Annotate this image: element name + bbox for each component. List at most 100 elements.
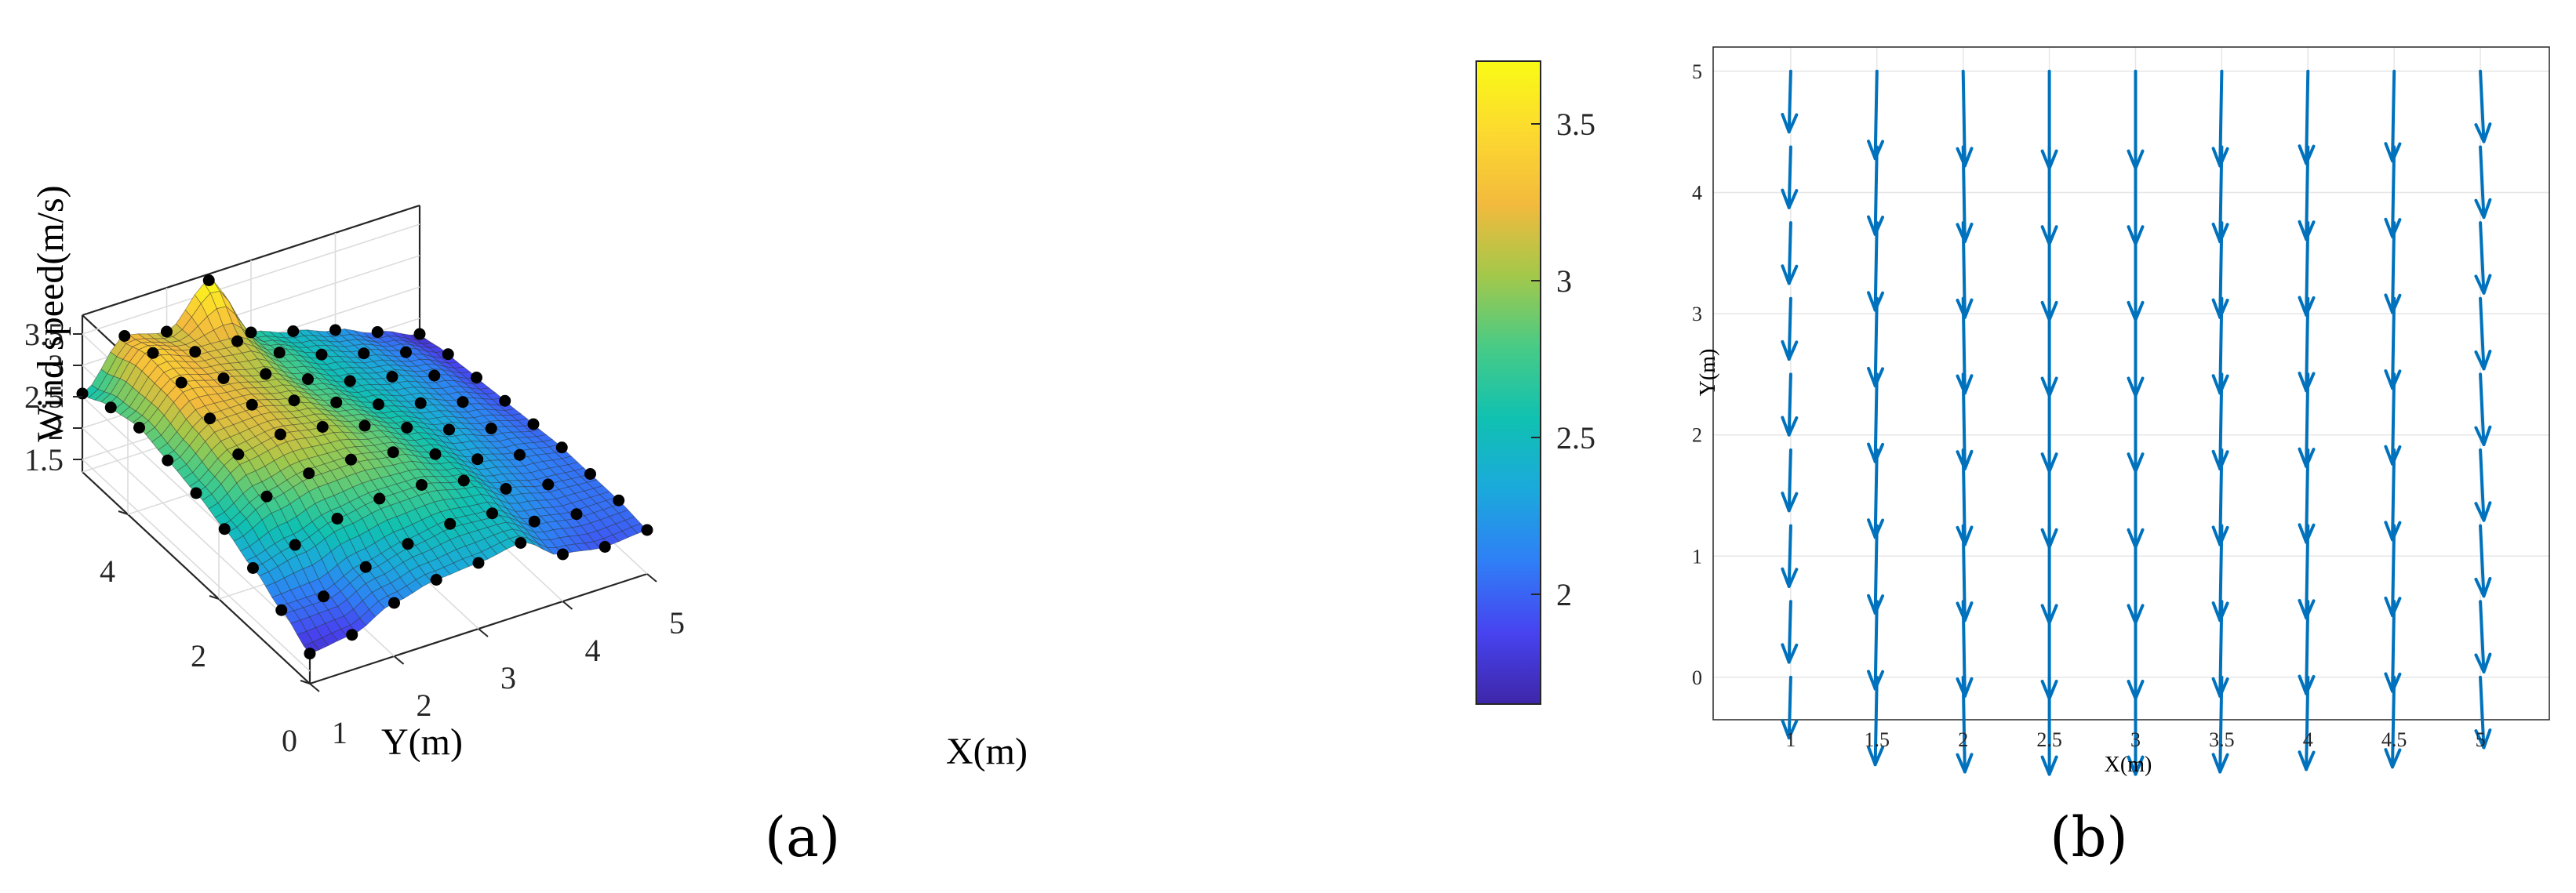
quiver-arrow-head [2211, 298, 2229, 319]
sample-points [76, 274, 653, 660]
quiver-arrow-shaft [2390, 524, 2396, 618]
quiver-arrow-head [2211, 525, 2229, 546]
quiver-arrow-head [2474, 576, 2492, 598]
quiver-arrow-shaft [2390, 448, 2396, 542]
sample-point [329, 324, 341, 336]
y-tick-label: 2 [191, 638, 206, 673]
quiver-arrow-shaft [1787, 145, 1792, 209]
quiver-x-tick-label: 2.5 [2036, 728, 2062, 751]
sample-point [599, 541, 611, 553]
quiver-arrow-shaft [2479, 675, 2486, 750]
quiver-arrow-head [1867, 291, 1885, 312]
quiver-arrow-head [2298, 296, 2316, 317]
sample-point [204, 412, 216, 425]
quiver-arrow-head [2298, 144, 2316, 165]
quiver-arrow-head [2211, 601, 2229, 623]
quiver-arrow-shaft [1787, 69, 1792, 134]
z-tick-label: 2 [48, 411, 64, 446]
quiver-arrow-shaft [2390, 69, 2396, 163]
sample-point [104, 401, 117, 414]
quiver-arrow-head [2298, 598, 2316, 620]
quiver-arrow-shaft [1873, 372, 1879, 463]
quiver-arrow-head [1781, 567, 1799, 588]
quiver-arrow-head [2384, 217, 2402, 238]
quiver-arrow-shaft [2390, 296, 2396, 390]
quiver-arrow-head [2474, 425, 2492, 447]
sample-point [373, 398, 384, 411]
quiver-x-tick-label: 3 [2130, 728, 2141, 751]
quiver-arrow-head [2211, 449, 2229, 470]
quiver-arrow-head [2474, 728, 2492, 750]
x-tick-label: 3 [500, 660, 516, 695]
colorbar: 2 2.5 3 3.5 [1475, 60, 1595, 705]
surface-cell [599, 491, 617, 501]
sample-point [275, 428, 286, 441]
quiver-arrow-head [2127, 528, 2145, 549]
quiver-y-tick-label: 0 [1692, 666, 1702, 689]
quiver-arrow-head [2211, 222, 2229, 244]
y-tick-label: 4 [100, 554, 115, 589]
quiver-arrow-head [1781, 188, 1799, 209]
sample-point [231, 335, 243, 347]
sample-point [359, 561, 372, 573]
quiver-x-tick-label: 3.5 [2209, 728, 2235, 751]
quiver-arrow-shaft [1873, 524, 1879, 615]
sample-point [358, 347, 370, 360]
quiver-arrow-head [1781, 643, 1799, 664]
surface-cell [421, 343, 440, 349]
quiver-arrow-head [1867, 746, 1885, 767]
sample-point [260, 368, 272, 380]
colorbar-gradient [1475, 60, 1541, 705]
sample-point [457, 474, 470, 487]
quiver-arrow-head [2040, 755, 2058, 776]
sample-point [289, 539, 301, 551]
quiver-arrow-head [1781, 339, 1799, 361]
y-axis-label: Y(m) [381, 721, 463, 763]
quiver-arrow-shaft [1873, 221, 1879, 312]
sample-point [443, 423, 455, 436]
quiver-axes-box [1712, 46, 2550, 721]
quiver-arrow-shaft [2479, 145, 2486, 220]
sample-point [76, 387, 89, 400]
quiver-arrow-head [2384, 521, 2402, 542]
quiver-arrow-head [1956, 222, 1974, 244]
quiver-arrow-head [2474, 122, 2492, 143]
sample-point [442, 348, 454, 361]
sample-point [162, 454, 174, 466]
x-tick-label: 5 [669, 605, 685, 641]
sample-point [371, 326, 384, 338]
quiver-arrow-head [2040, 528, 2058, 549]
sample-point [416, 479, 428, 491]
quiver-arrow-head [1867, 215, 1885, 236]
quiver-arrow-head [2298, 523, 2316, 544]
quiver-arrow-shaft [1873, 145, 1879, 236]
y-tick-label: 0 [282, 723, 297, 758]
z-tick-label: 2.5 [24, 379, 64, 415]
quiver-arrow-head [2127, 225, 2145, 246]
x-tick-label: 1 [332, 715, 347, 750]
quiver-arrow-shaft [2218, 69, 2224, 168]
quiver-arrow-shaft [1787, 448, 1792, 513]
sample-point [400, 346, 412, 358]
sample-point [471, 372, 482, 383]
z-axis-label: Wind speed(m/s) [30, 185, 71, 441]
quiver-arrow-head [2384, 369, 2402, 390]
sample-point [570, 508, 583, 521]
surface-cell [447, 361, 465, 368]
quiver-arrow-head [1867, 366, 1885, 388]
sample-point [246, 398, 258, 411]
x-axis-label: X(m) [946, 731, 1028, 772]
quiver-y-axis-label: Y(m) [1696, 349, 1720, 397]
quiver-arrow-shaft [2479, 69, 2486, 143]
quiver-arrow-shaft [2479, 524, 2486, 598]
quiver-arrow-head [2211, 677, 2229, 698]
sample-point [147, 347, 159, 359]
z-tick-label: 1.5 [24, 442, 64, 477]
colorbar-tick-label: 2.5 [1556, 420, 1595, 456]
quiver-arrow-head [1781, 416, 1799, 437]
quiver-arrow-head [2127, 376, 2145, 397]
quiver-arrow-head [2040, 604, 2058, 625]
quiver-arrow-shaft [1873, 296, 1879, 388]
quiver-x-tick-label: 1.5 [1865, 728, 1890, 751]
sample-point [304, 648, 316, 660]
